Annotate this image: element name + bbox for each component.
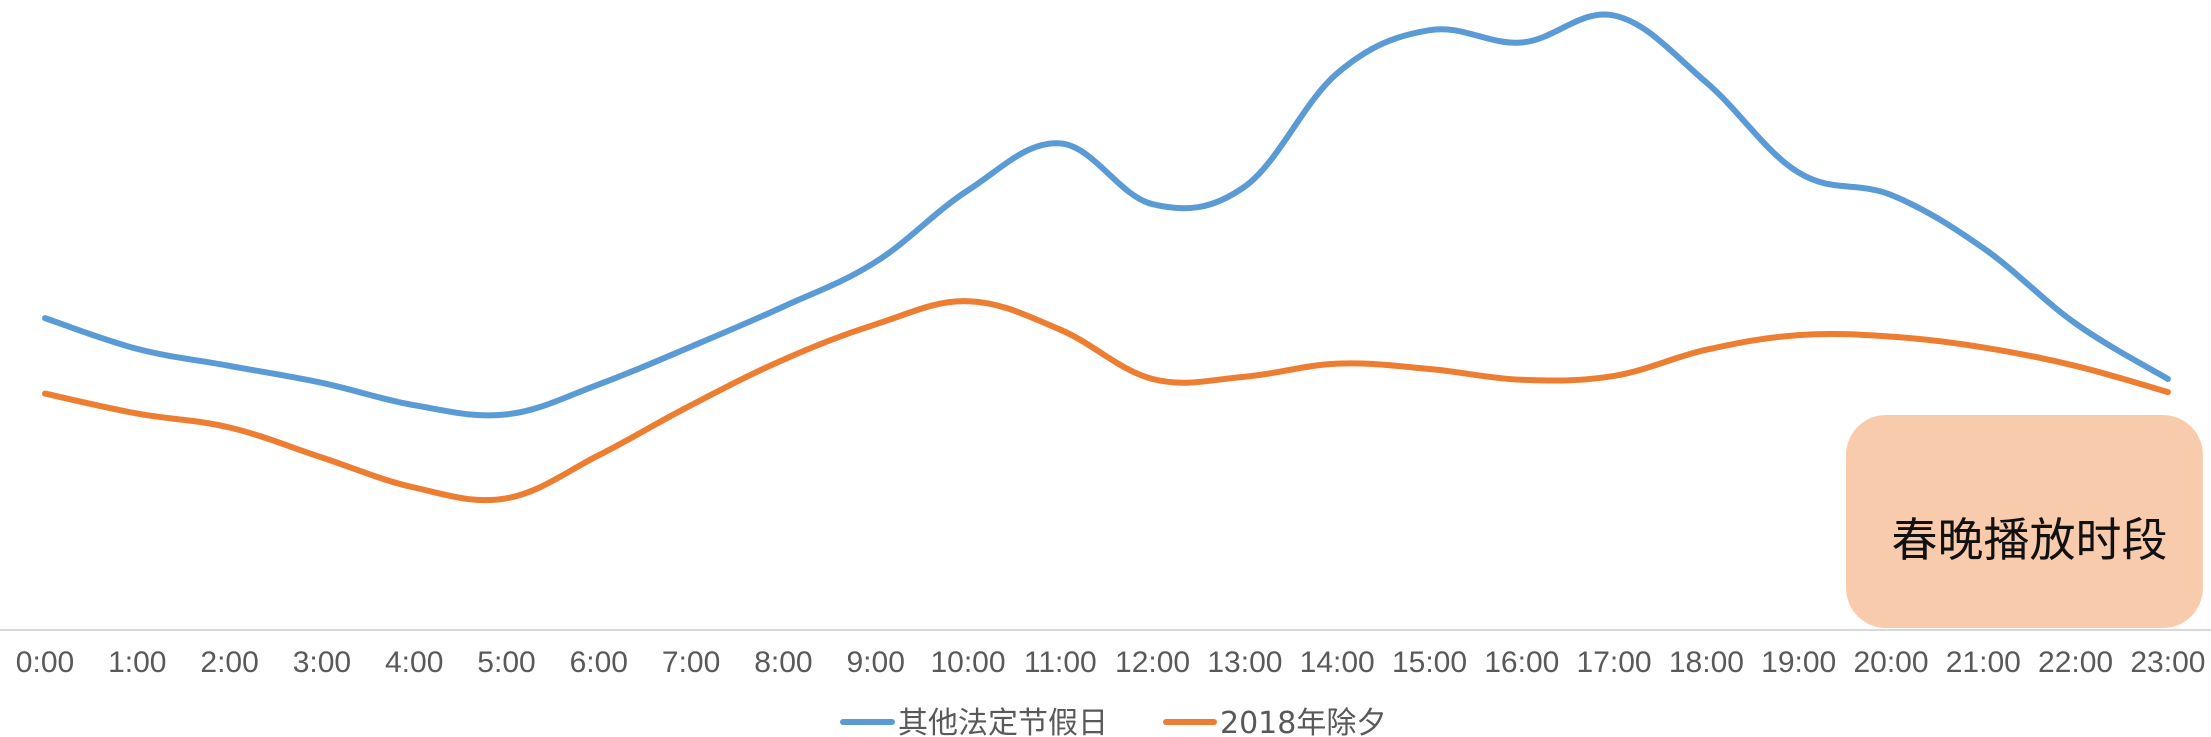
x-tick-label: 9:00 (847, 646, 905, 679)
x-tick-label: 19:00 (1761, 646, 1836, 679)
x-tick-label: 23:00 (2130, 646, 2205, 679)
x-tick-label: 14:00 (1300, 646, 1375, 679)
x-tick-label: 1:00 (108, 646, 166, 679)
x-tick-label: 3:00 (293, 646, 351, 679)
x-tick-label: 5:00 (477, 646, 535, 679)
x-tick-label: 2:00 (200, 646, 258, 679)
highlight-label: 春晚播放时段 (1891, 513, 2167, 567)
x-tick-label: 12:00 (1115, 646, 1190, 679)
x-tick-label: 11:00 (1024, 646, 1097, 679)
x-tick-labels: 0:00 1:00 2:00 3:00 4:00 5:00 6:00 7:00 8:00 9:00… (16, 646, 2206, 679)
x-tick-label: 13:00 (1207, 646, 1282, 679)
x-tick-label: 6:00 (570, 646, 628, 679)
series-layer (42, 11, 2171, 504)
x-tick-label: 15:00 (1392, 646, 1467, 679)
x-tick-label: 17:00 (1577, 646, 1652, 679)
x-tick-label: 8:00 (754, 646, 812, 679)
x-tick-label: 21:00 (1946, 646, 2021, 679)
highlight-region (1846, 415, 2203, 628)
x-tick-label: 4:00 (385, 646, 443, 679)
legend-label-series-1: 其他法定节假日 (898, 706, 1108, 737)
x-tick-label: 16:00 (1484, 646, 1559, 679)
x-tick-label: 0:00 (16, 646, 74, 679)
x-tick-label: 7:00 (662, 646, 720, 679)
x-tick-label: 10:00 (930, 646, 1005, 679)
series-line-2 (42, 298, 2171, 504)
x-tick-label: 18:00 (1669, 646, 1744, 679)
x-tick-label: 20:00 (1853, 646, 1928, 679)
legend-label-series-2: 2018年除夕 (1220, 706, 1386, 737)
series-line-1 (42, 11, 2171, 419)
legend: 其他法定节假日 2018年除夕 (840, 706, 1386, 737)
x-tick-label: 22:00 (2038, 646, 2113, 679)
